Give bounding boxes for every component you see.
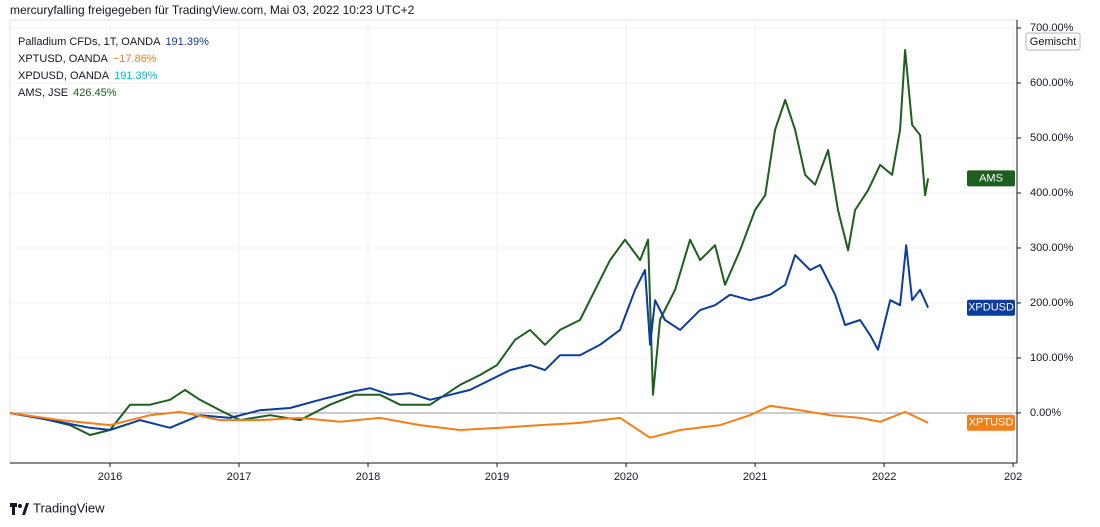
x-tick-label: 202 <box>1004 471 1022 483</box>
legend-name: XPTUSD, OANDA <box>18 53 109 65</box>
logo-mark <box>22 503 29 515</box>
logo-mark <box>18 504 22 508</box>
y-tick-label: 600.00% <box>1030 77 1074 89</box>
x-tick-label: 2022 <box>872 471 896 483</box>
scale-button-label[interactable]: Gemischt <box>1030 36 1076 48</box>
x-tick-label: 2017 <box>227 471 251 483</box>
legend-entry: Palladium CFDs, 1T, OANDA 191.39% <box>18 36 209 48</box>
series-tag <box>967 414 1015 431</box>
y-tick-label: 0.00% <box>1030 407 1061 419</box>
series-tag <box>967 299 1015 316</box>
legend-entry: XPTUSD, OANDA −17.86% <box>18 53 157 65</box>
legend: Palladium CFDs, 1T, OANDA 191.39% XPTUSD, … <box>18 36 209 99</box>
y-tick-label: 700.00% <box>1030 22 1074 34</box>
legend-value: 426.45% <box>73 87 117 99</box>
series-tag-label: XPDUSD <box>968 302 1014 314</box>
y-tick-label: 400.00% <box>1030 187 1074 199</box>
scale-button[interactable] <box>1025 32 1081 51</box>
x-tick-label: 2019 <box>485 471 509 483</box>
x-tick-label: 2020 <box>614 471 638 483</box>
y-tick-label: 300.00% <box>1030 242 1074 254</box>
y-tick-label: 500.00% <box>1030 132 1074 144</box>
series-tag <box>967 170 1015 187</box>
header: mercuryfalling freigegeben für TradingVi… <box>10 3 415 17</box>
series-line <box>9 244 930 431</box>
legend-entry: AMS, JSE 426.45% <box>18 87 117 99</box>
logo-mark <box>12 503 15 515</box>
legend-entry: XPDUSD, OANDA 191.39% <box>18 70 158 82</box>
legend-value: 191.39% <box>165 36 209 48</box>
x-tick-label: 2016 <box>98 471 122 483</box>
axes: 0.00% 100.00% 200.00% 300.00% 400.00% 500.00%… <box>98 22 1074 483</box>
series-line <box>9 404 929 439</box>
logo <box>10 503 29 515</box>
legend-name: AMS, JSE <box>18 87 68 99</box>
lines <box>9 49 930 439</box>
legend-value: 191.39% <box>114 70 158 82</box>
series-line <box>9 49 930 436</box>
x-tick-label: 2021 <box>743 471 767 483</box>
footer: TradingView <box>33 500 105 515</box>
x-tick-label: 2018 <box>356 471 380 483</box>
y-tick-label: 100.00% <box>1030 352 1074 364</box>
legend-name: XPDUSD, OANDA <box>18 70 110 82</box>
series-tag-label: AMS <box>979 172 1003 184</box>
legend-name: Palladium CFDs, 1T, OANDA <box>18 36 161 48</box>
y-tick-label: 200.00% <box>1030 297 1074 309</box>
legend-value: −17.86% <box>113 53 157 65</box>
series-tag-label: XPTUSD <box>969 417 1014 429</box>
